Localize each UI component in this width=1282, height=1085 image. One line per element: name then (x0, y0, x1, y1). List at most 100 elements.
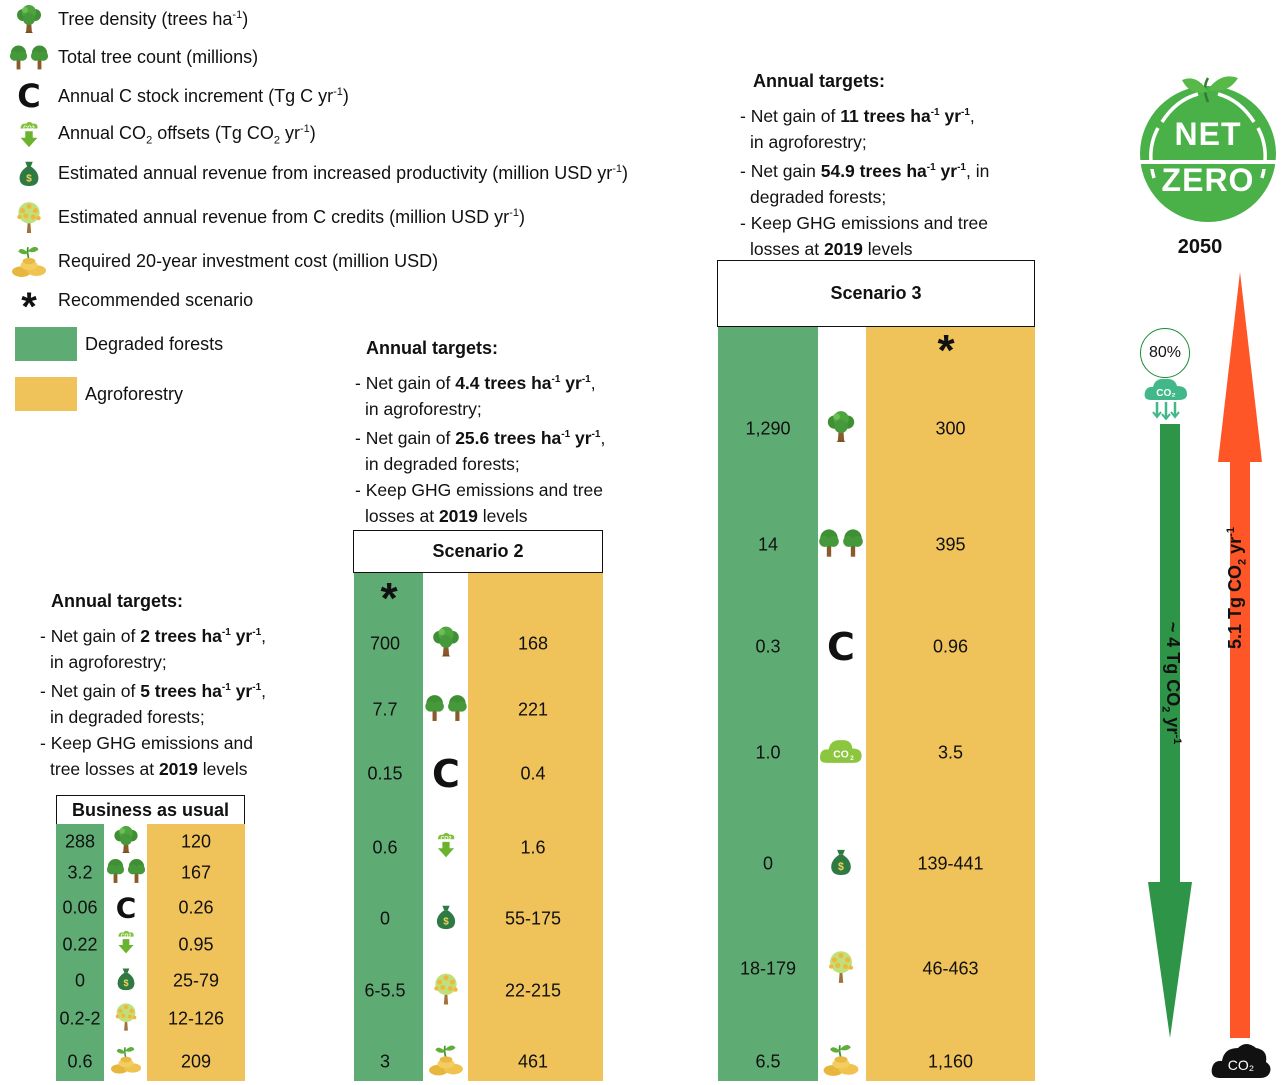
legend-recommended-label: Recommended scenario (58, 289, 254, 310)
s2-target-3b: losses at 2019 levels (355, 503, 605, 529)
percent-badge: 80% (1140, 328, 1190, 378)
s2-agro-value: 1.6 (520, 837, 546, 858)
s2-recommended-star: * (380, 573, 398, 623)
tree-icon (430, 626, 462, 663)
bau-title: Business as usual (56, 795, 245, 824)
arrow-sup: -1 (1225, 527, 1237, 537)
t-sup: -1 (551, 374, 561, 385)
arrow-text: yr (1225, 536, 1245, 559)
legend-c-stock: C Annual C stock increment (Tg C yr-1) (8, 77, 349, 115)
t-text: levels (862, 238, 913, 259)
bau-target-2b: in degraded forests; (50, 706, 205, 727)
legend-c-stock-label: Annual C stock increment (Tg C yr (58, 85, 334, 106)
co2-cloud-graphic (1211, 1044, 1271, 1078)
t-bold: 11 trees ha (840, 105, 931, 126)
carbon-c-icon: C (17, 77, 41, 115)
t-text: - Net gain of (40, 680, 141, 701)
coins-sprout-icon (110, 1045, 142, 1080)
bau-degraded-value: 0.2-2 (59, 1008, 101, 1029)
carbon-c-icon: C (115, 891, 137, 925)
tree-icon (825, 410, 858, 448)
s2-agro-value: 168 (517, 633, 549, 654)
co2-cloud-icon (818, 734, 864, 772)
money-tree-icon (8, 201, 50, 233)
t-text: - Net gain of (355, 372, 456, 393)
red-arrow-graphic (1218, 272, 1262, 1038)
co2-offset-icon (114, 930, 139, 960)
s3-degraded-value: 6.5 (755, 1051, 781, 1072)
legend-co2-offsets: Annual CO2 offsets (Tg CO2 yr-1) (8, 119, 316, 151)
arrow-sup: -1 (1171, 734, 1183, 745)
s2-degraded-value: 7.7 (372, 699, 398, 720)
t-sup: -1 (581, 374, 591, 385)
bau-targets-title: Annual targets: (51, 591, 184, 611)
legend-tree-density: Tree density (trees ha-1) (8, 3, 248, 35)
red-arrow-label: 5.1 Tg CO2 yr-1 (1225, 476, 1255, 700)
money-bag-icon (114, 965, 139, 997)
s2-title: Scenario 2 (353, 530, 603, 573)
bau-agro-col (147, 824, 245, 1081)
s2-targets: Annual targets: - Net gain of 4.4 trees … (355, 335, 605, 529)
t-sup: -1 (926, 161, 936, 173)
green-arrow-graphic (1148, 424, 1192, 1038)
s3-agro-col (866, 327, 1035, 1081)
legend-investment-label: Required 20-year investment cost (millio… (58, 250, 439, 271)
bau-target-1b: in agroforestry; (50, 651, 167, 672)
t-sup: -1 (957, 161, 966, 173)
t-text: losses at (750, 238, 824, 259)
s2-target-1b: in agroforestry; (365, 398, 482, 419)
t-sup: -1 (591, 428, 601, 440)
t-text: , (590, 372, 596, 393)
star-icon: * (21, 284, 37, 329)
s2-targets-title: Annual targets: (366, 338, 499, 358)
money-bag-icon (433, 902, 460, 936)
bau-agro-value: 0.26 (178, 897, 214, 918)
legend-end: ) (242, 8, 249, 29)
bau-degraded-value: 0 (74, 970, 85, 991)
trees-icon (423, 693, 469, 727)
t-text: levels (197, 758, 248, 779)
t-bold: 2019 (158, 758, 198, 779)
s3-degraded-value: 14 (757, 534, 779, 555)
legend-end: ) (342, 85, 349, 106)
legend-end: ) (309, 123, 316, 144)
net-label: NET (1174, 116, 1242, 152)
s3-agro-value: 46-463 (922, 958, 979, 979)
s3-agro-value: 395 (935, 534, 966, 555)
coins-sprout-icon (8, 245, 50, 277)
s2-degraded-value: 3 (379, 1051, 390, 1072)
net-zero-badge: NET ZERO (1132, 72, 1282, 222)
money-tree-icon (112, 1002, 141, 1037)
co2-capture-graphic: CO₂ (1144, 378, 1187, 421)
s3-degraded-value: 0 (762, 853, 773, 874)
trees-icon (817, 527, 865, 563)
legend-co2-label-c: yr (280, 123, 301, 144)
legend-sup: -1 (509, 206, 519, 219)
agroforestry-swatch (15, 377, 77, 411)
s3-target-1b: in agroforestry; (750, 131, 867, 152)
t-text: levels (477, 505, 528, 526)
carbon-c-icon: C (827, 625, 855, 669)
money-bag-icon (827, 846, 856, 882)
target-year: 2050 (1177, 236, 1223, 258)
s3-degraded-value: 18-179 (739, 958, 797, 979)
s2-agro-col (468, 573, 603, 1081)
s3-agro-value: 3.5 (937, 742, 964, 763)
s2-degraded-col (354, 573, 423, 1081)
t-text: tree losses at (50, 758, 159, 779)
legend-end: ) (518, 206, 525, 227)
t-text: , (969, 105, 975, 126)
legend-sub: 2 (273, 134, 281, 147)
s2-agro-value: 22-215 (504, 980, 562, 1001)
t-sup: -1 (221, 681, 231, 693)
s3-target-2: - Net gain 54.9 trees ha-1 yr-1, in (740, 155, 989, 184)
co2-cloud-label: CO₂ (1227, 1057, 1255, 1073)
legend-sup: -1 (300, 123, 310, 136)
bau-degraded-value: 3.2 (67, 862, 93, 883)
t-bold: 5 trees ha (140, 680, 222, 701)
s3-agro-value: 1,160 (927, 1051, 974, 1072)
t-text: , in (966, 160, 990, 181)
money-tree-icon (430, 972, 462, 1011)
co2-emission-cloud-icon: CO₂ (1210, 1038, 1272, 1080)
green-arrow-label: ~ 4 Tg CO2 yr-1 (1153, 568, 1183, 798)
